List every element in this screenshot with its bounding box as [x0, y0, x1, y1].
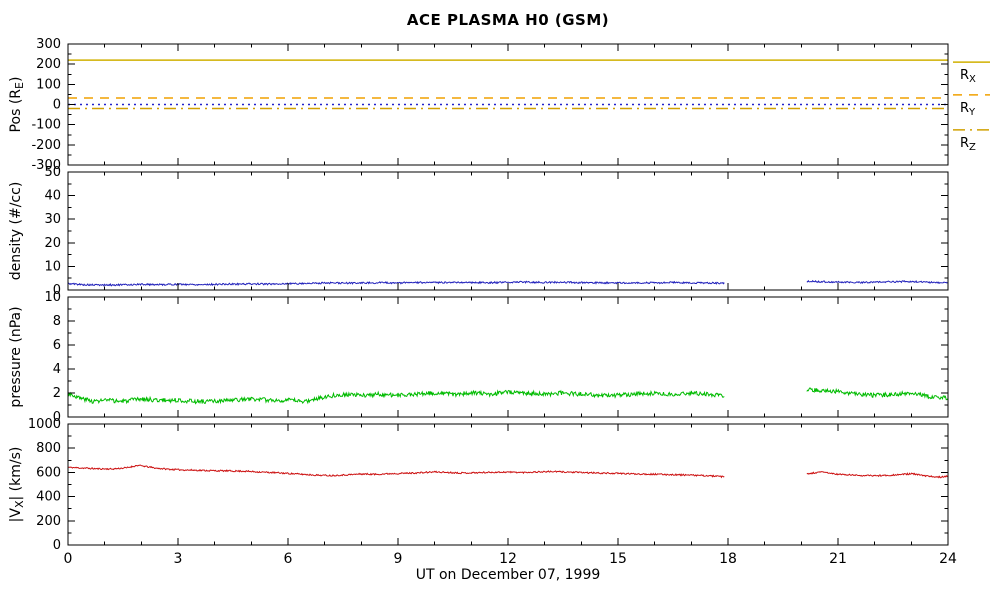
y-tick-label: -200: [31, 138, 61, 153]
y-tick-label: 20: [44, 236, 61, 251]
legend-label-RY: RY: [960, 101, 976, 118]
y-tick-label: -100: [31, 118, 61, 133]
y-tick-label: 0: [53, 410, 61, 425]
y-tick-label: 10: [44, 290, 61, 305]
y-tick-label: 0: [53, 538, 61, 553]
y-tick-label: 8: [53, 314, 61, 329]
y-tick-label: 300: [36, 37, 61, 52]
panel-speed: 0 200 400 600 800 1000 0 3 6 9 12 15 18 21 24 |VX| (km/…: [8, 417, 957, 567]
panel-pressure: 0 2 4 6 8 10 pressure (nPa): [8, 290, 949, 425]
y-tick-label: 1000: [28, 417, 61, 432]
legend-label-RZ: RZ: [960, 136, 976, 153]
panel-density: 0 10 20 30 40 50 density (#/cc): [8, 165, 949, 298]
y-tick-label: 200: [36, 57, 61, 72]
x-tick-label: 21: [829, 551, 847, 567]
y-tick-label: 4: [53, 362, 61, 377]
y-axis-title-density: density (#/cc): [8, 182, 24, 281]
y-axis-title-pressure: pressure (nPa): [8, 306, 24, 407]
density-series-line: [67, 279, 948, 287]
y-tick-label: 0: [53, 98, 61, 113]
y-tick-label: 0: [53, 283, 61, 298]
y-tick-label: 30: [44, 212, 61, 227]
panel-border: [67, 296, 949, 418]
y-tick-label: 800: [36, 441, 61, 456]
y-tick-label: 600: [36, 465, 61, 480]
y-axis-title-position: Pos (RE): [8, 77, 26, 133]
y-tick-label: 40: [44, 189, 61, 204]
y-axis-title-speed: |VX| (km/s): [8, 447, 26, 523]
y-tick-label: 50: [44, 165, 61, 180]
pressure-series-line: [67, 387, 948, 405]
y-tick-label: -300: [31, 158, 61, 173]
y-tick-label: 400: [36, 490, 61, 505]
x-tick-label: 9: [394, 551, 403, 567]
y-tick-label: 10: [44, 259, 61, 274]
x-tick-label: 3: [174, 551, 183, 567]
x-tick-label: 18: [719, 551, 737, 567]
x-axis-label: UT on December 07, 1999: [415, 567, 601, 583]
y-tick-label: 200: [36, 514, 61, 529]
x-tick-label: 12: [499, 551, 517, 567]
plot-title: ACE PLASMA H0 (GSM): [406, 11, 610, 29]
x-tick-label: 15: [609, 551, 627, 567]
legend-label-RX: RX: [960, 68, 976, 85]
panel-border: [67, 423, 949, 546]
y-tick-label: 100: [36, 77, 61, 92]
x-tick-label: 24: [939, 551, 957, 567]
y-tick-label: 6: [53, 338, 61, 353]
x-tick-label: 6: [284, 551, 293, 567]
speed-series-line: [68, 464, 948, 479]
panel-position: -300 -200 -100 0 100 200 300 Pos (RE) RX RY RZ: [8, 37, 990, 173]
y-tick-label: 2: [53, 386, 61, 401]
panel-border: [67, 171, 949, 291]
x-tick-label: 0: [64, 551, 73, 567]
